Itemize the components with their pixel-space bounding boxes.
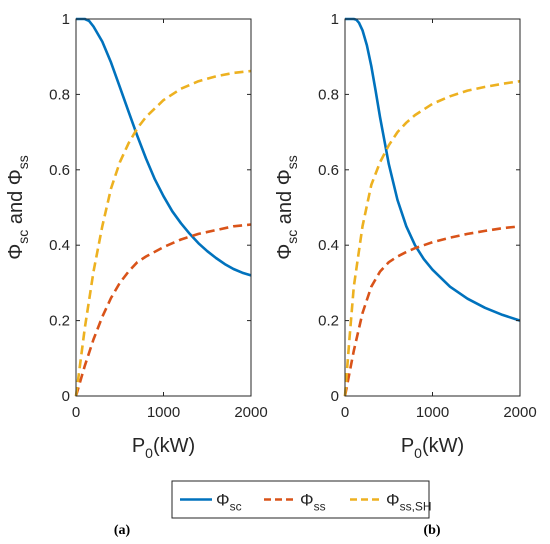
y-tick-label: 1: [331, 11, 339, 28]
x-axis-label-main: P: [401, 435, 414, 457]
y-axis-label-sub-1: sc: [284, 230, 300, 244]
y-axis-label-phi-2: Φ: [274, 169, 296, 185]
series-line-ss: [74, 223, 252, 397]
y-axis-label-phi-2: Φ: [5, 169, 27, 185]
y-axis-label-phi-1: Φ: [274, 244, 296, 260]
y-axis-label-sub-1: sc: [15, 230, 31, 244]
y-tick-label: 0.8: [318, 86, 339, 103]
x-axis-label-main: P: [132, 435, 145, 457]
x-tick-label: 1000: [416, 404, 449, 421]
series-line-sc: [76, 17, 252, 277]
legend-entry-2: Φss: [300, 491, 326, 514]
x-axis-label-unit: (kW): [153, 435, 195, 457]
x-axis-label: P0(kW): [401, 435, 464, 461]
legend-entry-sub: ss,SH: [400, 500, 432, 514]
series-line-sc: [345, 17, 521, 322]
legend-entry-symbol: Φ: [300, 491, 314, 510]
y-tick-label: 0.6: [318, 162, 339, 179]
legend-box: [171, 480, 430, 519]
y-axis-label-phi-1: Φ: [5, 244, 27, 260]
panel-label: (a): [114, 523, 131, 538]
legend-entry-1: Φsc: [216, 491, 242, 514]
y-axis-label-sub-2: ss: [284, 155, 300, 169]
x-axis-label-sub: 0: [414, 445, 422, 461]
legend-entry-3: Φss,SH: [386, 491, 432, 514]
legend-entry-symbol: Φ: [216, 491, 230, 510]
y-axis-label-and: and: [274, 185, 296, 229]
y-axis-label: Φsc and Φss: [5, 155, 31, 259]
x-tick-label: 1000: [147, 404, 180, 421]
series-line-ss: [343, 225, 521, 397]
y-tick-label: 0: [62, 388, 70, 405]
x-axis-label-sub: 0: [145, 445, 153, 461]
y-tick-label: 0: [331, 388, 339, 405]
y-axis-label-and: and: [5, 185, 27, 229]
x-tick-label: 2000: [503, 404, 536, 421]
series-line-ss-sh: [74, 69, 252, 397]
x-tick-label: 2000: [234, 404, 267, 421]
y-axis-label-sub-2: ss: [15, 155, 31, 169]
legend: Φsc Φss Φss,SH: [171, 480, 432, 519]
x-tick-label: 0: [341, 404, 349, 421]
y-tick-label: 0.4: [318, 237, 339, 254]
x-tick-label: 0: [72, 404, 80, 421]
y-tick-label: 0.4: [49, 237, 70, 254]
x-axis-label: P0(kW): [132, 435, 195, 461]
panel-label: (b): [423, 523, 440, 538]
legend-entry-sub: sc: [230, 500, 242, 514]
y-tick-label: 0.2: [318, 313, 339, 330]
y-tick-label: 0.8: [49, 86, 70, 103]
y-axis-label: Φsc and Φss: [274, 155, 300, 259]
series-line-ss-sh: [343, 79, 521, 397]
y-tick-label: 0.2: [49, 313, 70, 330]
y-tick-label: 0.6: [49, 162, 70, 179]
y-tick-label: 1: [62, 11, 70, 28]
x-axis-label-unit: (kW): [422, 435, 464, 457]
legend-entry-sub: ss: [314, 500, 326, 514]
legend-entry-symbol: Φ: [386, 491, 400, 510]
